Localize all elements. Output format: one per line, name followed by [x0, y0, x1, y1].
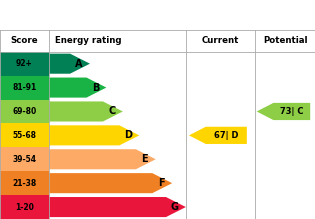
- Text: 67| D: 67| D: [214, 131, 238, 140]
- Text: C: C: [108, 106, 116, 117]
- Polygon shape: [49, 197, 186, 217]
- Polygon shape: [49, 173, 172, 193]
- Polygon shape: [189, 127, 247, 144]
- Text: Energy Efficiency Rating: Energy Efficiency Rating: [8, 8, 199, 22]
- Text: 81-91: 81-91: [12, 83, 37, 92]
- Bar: [0, 52, 49, 76]
- Text: 92+: 92+: [16, 59, 33, 68]
- Text: Score: Score: [11, 36, 38, 45]
- Bar: [0, 99, 49, 124]
- Text: 21-38: 21-38: [12, 179, 37, 188]
- Bar: [0, 147, 49, 171]
- Bar: [0, 124, 49, 147]
- Polygon shape: [49, 54, 90, 74]
- Polygon shape: [49, 101, 123, 122]
- Text: F: F: [158, 178, 164, 188]
- Text: E: E: [141, 154, 148, 164]
- Polygon shape: [257, 103, 310, 120]
- Polygon shape: [49, 125, 139, 145]
- Bar: [0, 76, 49, 99]
- Text: G: G: [171, 202, 179, 212]
- Polygon shape: [49, 78, 106, 98]
- Text: 55-68: 55-68: [12, 131, 37, 140]
- Bar: [0, 171, 49, 195]
- Text: B: B: [92, 83, 99, 93]
- Text: A: A: [75, 59, 83, 69]
- Text: 39-54: 39-54: [12, 155, 37, 164]
- Text: Current: Current: [202, 36, 239, 45]
- Polygon shape: [49, 149, 156, 169]
- Bar: [0, 195, 49, 219]
- Text: D: D: [124, 130, 132, 140]
- Text: Potential: Potential: [263, 36, 307, 45]
- Text: 1-20: 1-20: [15, 203, 34, 212]
- Text: 69-80: 69-80: [12, 107, 37, 116]
- Text: Energy rating: Energy rating: [55, 36, 122, 45]
- Text: 73| C: 73| C: [280, 107, 304, 116]
